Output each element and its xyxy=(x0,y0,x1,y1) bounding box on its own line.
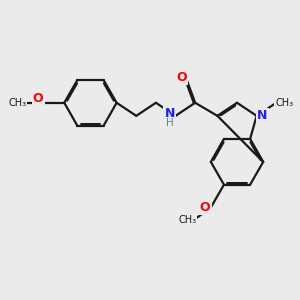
Text: CH₃: CH₃ xyxy=(275,98,293,108)
Text: CH₃: CH₃ xyxy=(178,215,196,225)
Text: H: H xyxy=(166,118,174,128)
Text: N: N xyxy=(165,107,175,120)
Text: O: O xyxy=(33,92,44,104)
Text: N: N xyxy=(257,109,268,122)
Text: CH₃: CH₃ xyxy=(8,98,26,108)
Text: O: O xyxy=(176,71,187,84)
Text: O: O xyxy=(200,201,210,214)
